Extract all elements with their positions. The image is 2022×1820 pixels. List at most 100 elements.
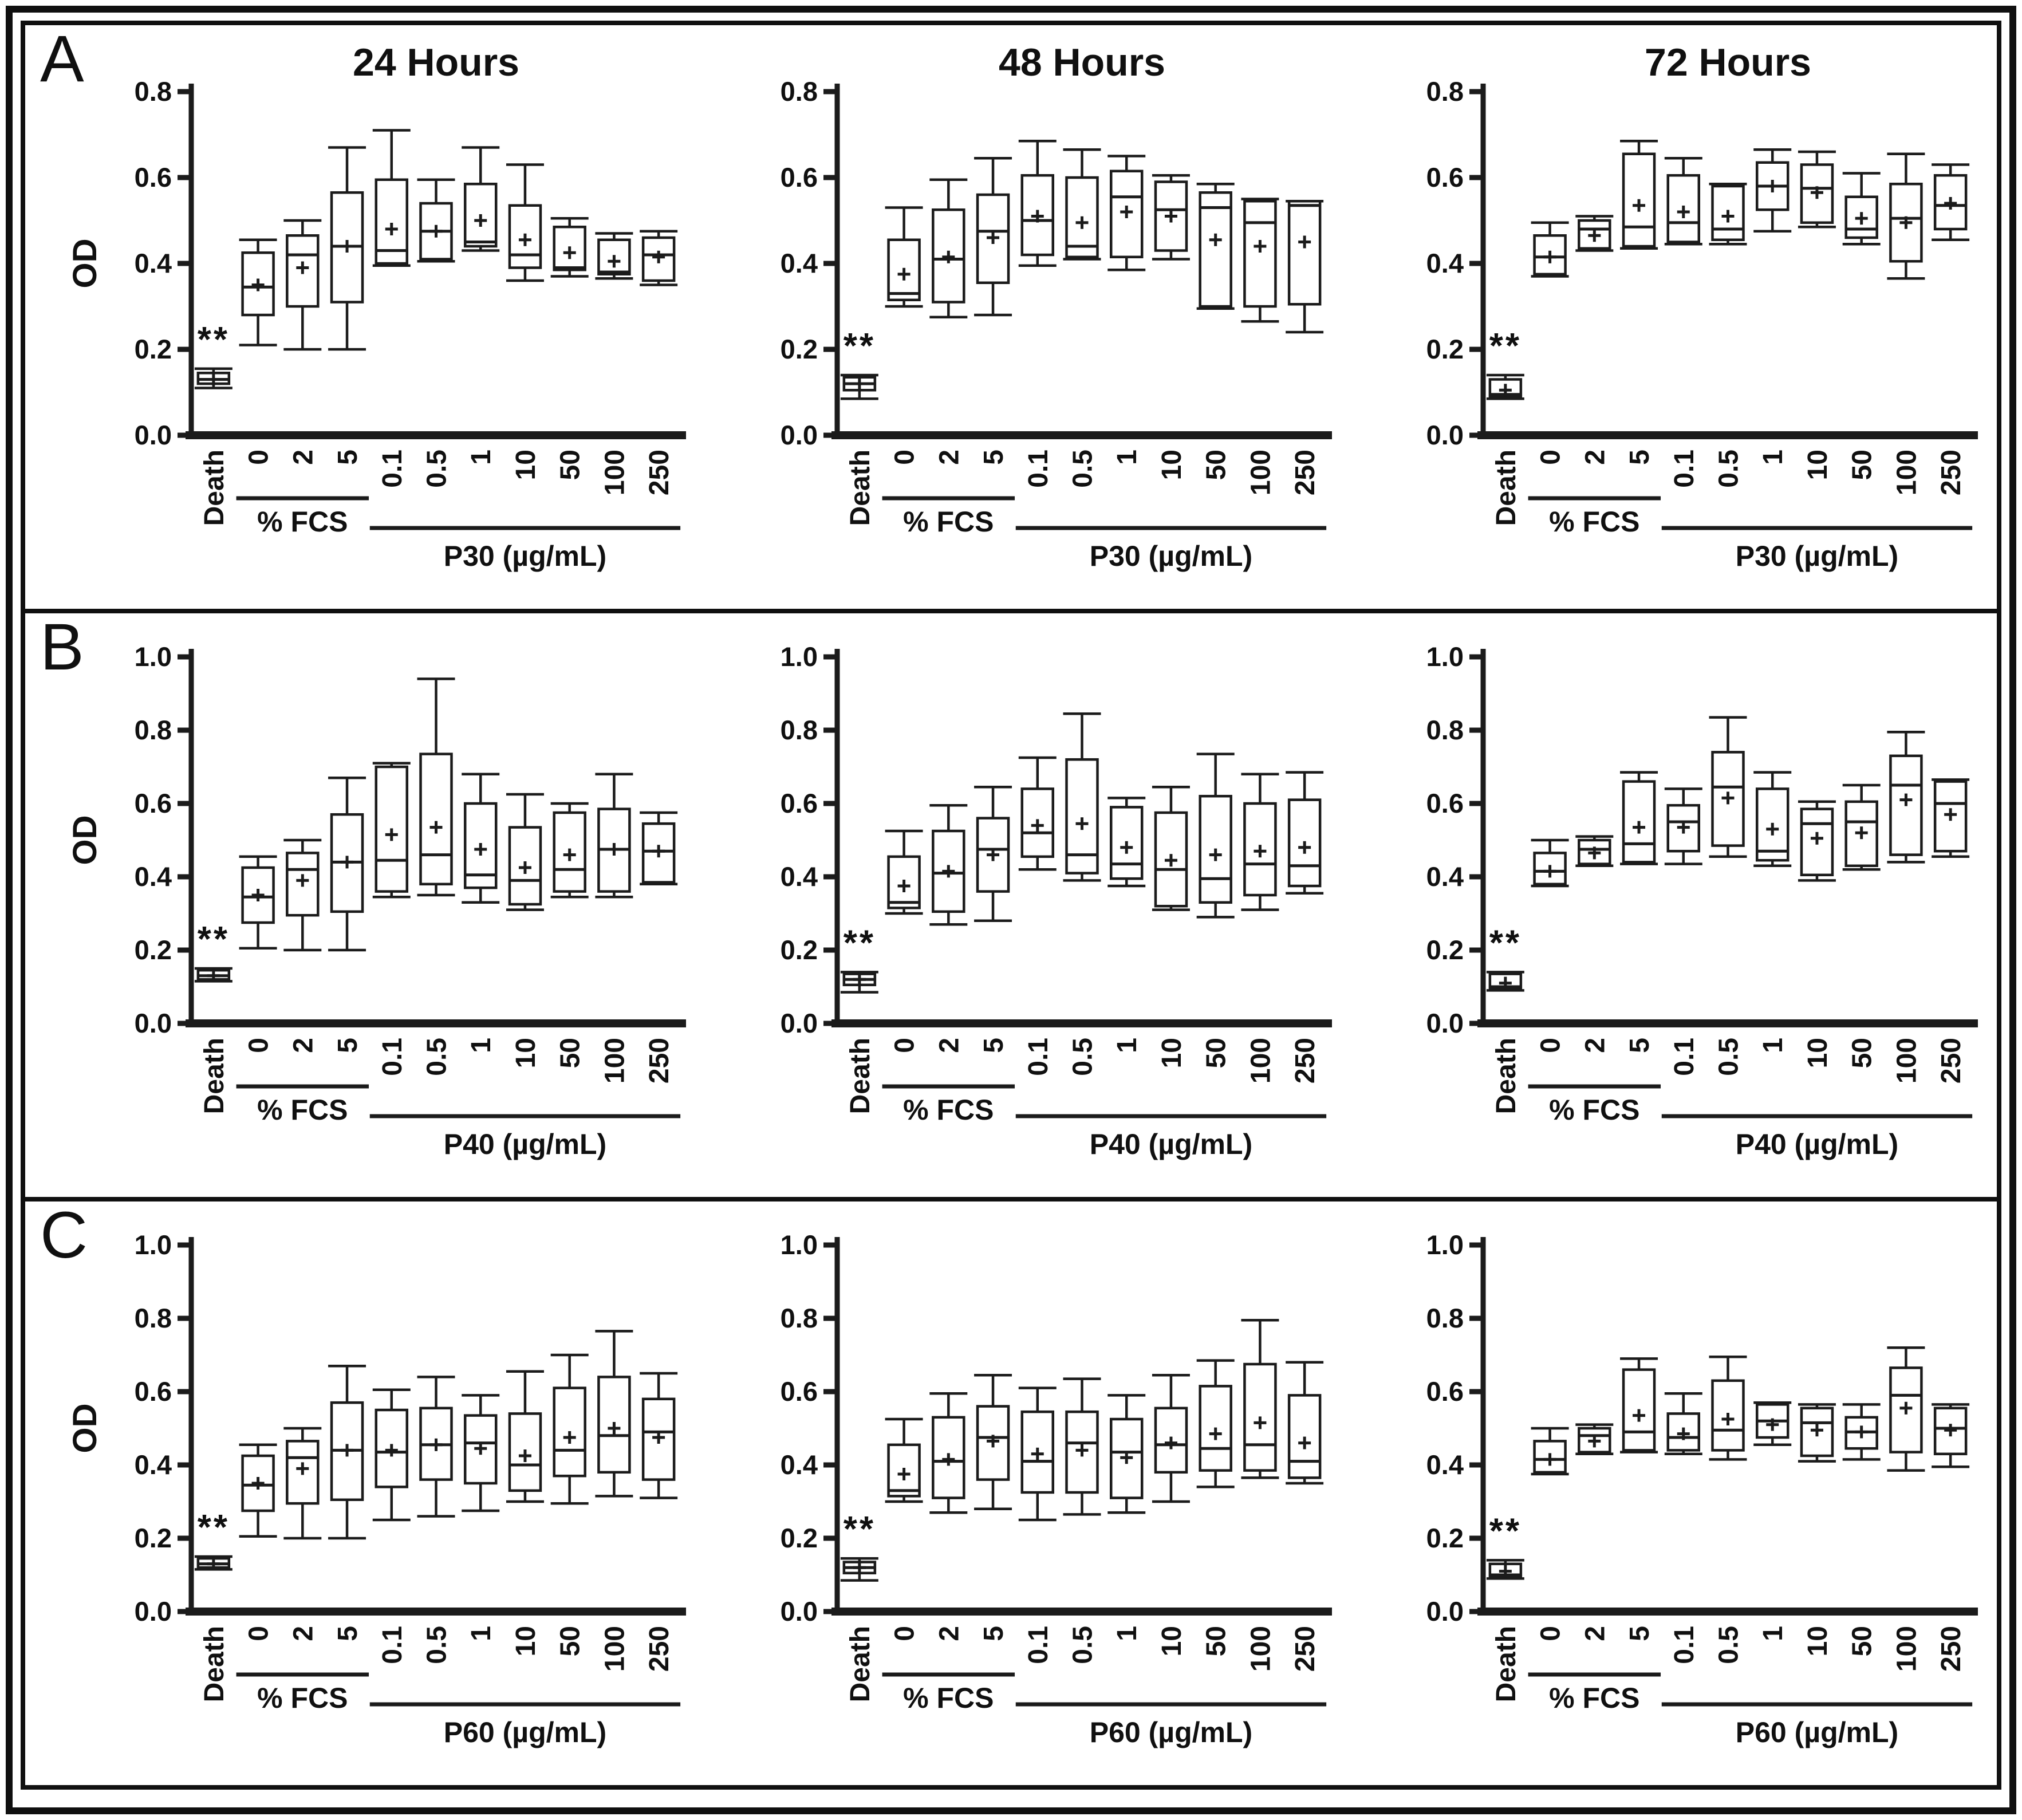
y-tick-label: 0.6 [1426,788,1464,818]
y-tick-label: 0.8 [781,76,818,107]
x-category-label: Death [845,1626,876,1702]
y-tick-label: 0.8 [135,1303,172,1333]
y-tick-label: 0.0 [135,420,172,450]
treatment-group-label: P40 (µg/mL) [1736,1128,1898,1160]
x-category-label: 0 [890,1626,920,1641]
x-category-label: 0.5 [1714,1038,1744,1076]
y-tick-label: 0.2 [1426,334,1464,364]
panel-letter-c: C [40,1199,88,1272]
x-category-label: 10 [511,1038,541,1068]
figure-frame: A 24 Hours OD 0.0 0.2 0.4 0.6 0.8 Death 0 2 5 0.1 0.… [6,6,2016,1814]
x-category-label: 10 [1803,450,1833,480]
x-category-label: 5 [1625,1038,1655,1053]
box [1287,1394,1322,1479]
charts-row-b: OD 0.0 0.2 0.4 0.6 0.8 1.0 Death 0 2 5 0.1 0.5 1 10 50 1… [25,613,1997,1195]
y-tick-label: 0.0 [1426,1596,1464,1626]
x-category-label: 2 [288,1038,318,1053]
x-category-label: 0.5 [1714,1626,1744,1664]
boxplot-c-72h: 0.0 0.2 0.4 0.6 0.8 1.0 Death 0 2 5 0.1 0.5 1 10 50 100… [1426,1230,1978,1748]
significance-marker: ** [198,920,230,959]
x-category-label: 250 [1936,1626,1966,1672]
y-tick-label: 1.0 [1426,641,1464,672]
x-category-label: 0.1 [1669,450,1700,488]
x-category-label: 2 [288,450,318,465]
treatment-group-label: P30 (µg/mL) [444,540,606,572]
treatment-group-label: P60 (µg/mL) [1736,1716,1898,1748]
x-category-label: 100 [1891,450,1922,495]
x-category-label: 2 [1580,450,1610,465]
y-tick-label: 0.8 [1426,76,1464,107]
boxplot-a-24h: 24 Hours OD 0.0 0.2 0.4 0.6 0.8 Death 0 2 5 0.1 0.5 1… [66,41,686,572]
x-category-label: 0.5 [422,1626,452,1664]
x-category-label: 0.1 [377,1626,408,1664]
boxplot-b-48h: 0.0 0.2 0.4 0.6 0.8 1.0 Death 0 2 5 0.1 0.5 1 10 50 100… [781,641,1332,1160]
box [419,753,453,886]
x-category-label: 0 [1536,450,1566,465]
x-category-label: 0 [890,1038,920,1053]
x-category-label: 2 [288,1626,318,1641]
x-category-label: 50 [1847,1038,1878,1068]
x-category-label: 10 [1157,450,1187,480]
treatment-group-label: P40 (µg/mL) [1090,1128,1252,1160]
treatment-group-label: P60 (µg/mL) [1090,1716,1252,1748]
box [1243,802,1277,897]
significance-marker: ** [1489,1511,1522,1551]
boxplot-c-48h: 0.0 0.2 0.4 0.6 0.8 1.0 Death 0 2 5 0.1 0.5 1 10 50 100… [781,1230,1332,1748]
box [1622,780,1656,864]
y-tick-label: 0.0 [781,1008,818,1038]
chart-title: 48 Hours [999,41,1165,84]
x-category-label: Death [1491,1626,1522,1702]
x-category-label: 250 [1290,1038,1321,1084]
fcs-group-label: % FCS [903,1682,994,1714]
y-tick-label: 0.6 [1426,1376,1464,1407]
x-category-label: 50 [1201,450,1232,480]
box [508,204,542,269]
chart-title: 72 Hours [1645,41,1811,84]
box [241,1454,275,1512]
y-tick-label: 0.6 [781,162,818,192]
x-category-label: 0 [244,1038,274,1053]
y-tick-label: 0.0 [1426,420,1464,450]
x-category-label: 0.5 [1714,450,1744,488]
x-category-label: 2 [1580,1038,1610,1053]
x-category-label: 250 [644,1626,675,1672]
y-tick-label: 0.6 [781,788,818,818]
x-category-label: 10 [511,450,541,480]
x-category-label: 10 [1803,1626,1833,1656]
y-tick-label: 0.4 [1426,861,1464,892]
significance-marker: ** [198,320,230,360]
y-tick-label: 0.4 [781,861,818,892]
boxplot-b-72h: 0.0 0.2 0.4 0.6 0.8 1.0 Death 0 2 5 0.1 0.5 1 10 50 100… [1426,641,1978,1160]
x-category-label: Death [845,1038,876,1114]
y-tick-label: 0.8 [1426,1303,1464,1333]
x-category-label: 100 [1891,1626,1922,1672]
y-tick-label: 1.0 [135,1230,172,1260]
significance-marker: ** [198,1508,230,1547]
significance-marker: ** [1489,923,1522,963]
box [1243,200,1277,308]
x-category-label: 5 [979,1626,1009,1641]
x-category-label: 100 [600,450,630,495]
box [1287,200,1322,306]
x-category-label: 0.5 [422,1038,452,1076]
x-category-label: 1 [1758,1626,1788,1641]
boxplot-b-24h: OD 0.0 0.2 0.4 0.6 0.8 1.0 Death 0 2 5 0.1 0.5 1 10 50 1… [66,641,686,1160]
x-category-label: 0.5 [422,450,452,488]
x-category-label: 50 [1847,450,1878,480]
x-category-label: 100 [600,1038,630,1084]
x-category-label: 0.1 [1669,1626,1700,1664]
y-tick-label: 1.0 [135,641,172,672]
y-tick-label: 0.8 [781,715,818,745]
significance-marker: ** [844,1510,876,1549]
box [1800,163,1834,224]
x-category-label: 0.1 [377,1038,408,1076]
charts-row-c: OD 0.0 0.2 0.4 0.6 0.8 1.0 Death 0 2 5 0.1 0.5 1 10 50 1… [25,1201,1997,1783]
y-axis-label: OD [66,239,104,289]
x-category-label: 50 [1201,1038,1232,1068]
y-tick-label: 0.4 [1426,1449,1464,1480]
fcs-group-label: % FCS [1549,1682,1639,1714]
x-category-label: 2 [934,1038,964,1053]
panel-row-c: C OD 0.0 0.2 0.4 0.6 0.8 1.0 Death 0 2 5 0.1 0.5 1 10 5… [21,1197,2001,1790]
x-category-label: 0.1 [377,450,408,488]
panel-letter-a: A [40,22,84,96]
